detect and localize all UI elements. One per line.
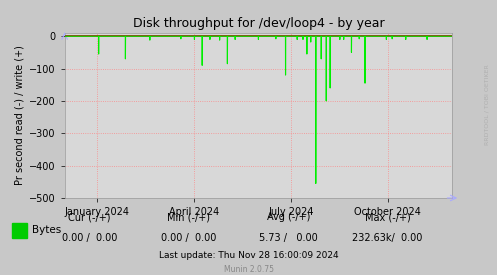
Text: Min (-/+): Min (-/+) [167,212,210,222]
Text: RRDTOOL / TOBI OETIKER: RRDTOOL / TOBI OETIKER [485,64,490,145]
Text: Munin 2.0.75: Munin 2.0.75 [224,265,273,274]
Text: Avg (-/+): Avg (-/+) [266,212,310,222]
Text: 5.73 /   0.00: 5.73 / 0.00 [259,233,318,243]
Text: Bytes: Bytes [32,225,62,235]
Y-axis label: Pr second read (-) / write (+): Pr second read (-) / write (+) [15,46,25,185]
Text: 232.63k/  0.00: 232.63k/ 0.00 [352,233,423,243]
Text: 0.00 /  0.00: 0.00 / 0.00 [161,233,217,243]
Title: Disk throughput for /dev/loop4 - by year: Disk throughput for /dev/loop4 - by year [133,17,384,31]
Text: Last update: Thu Nov 28 16:00:09 2024: Last update: Thu Nov 28 16:00:09 2024 [159,251,338,260]
Text: Max (-/+): Max (-/+) [365,212,411,222]
Text: 0.00 /  0.00: 0.00 / 0.00 [62,233,117,243]
Text: Cur (-/+): Cur (-/+) [68,212,111,222]
